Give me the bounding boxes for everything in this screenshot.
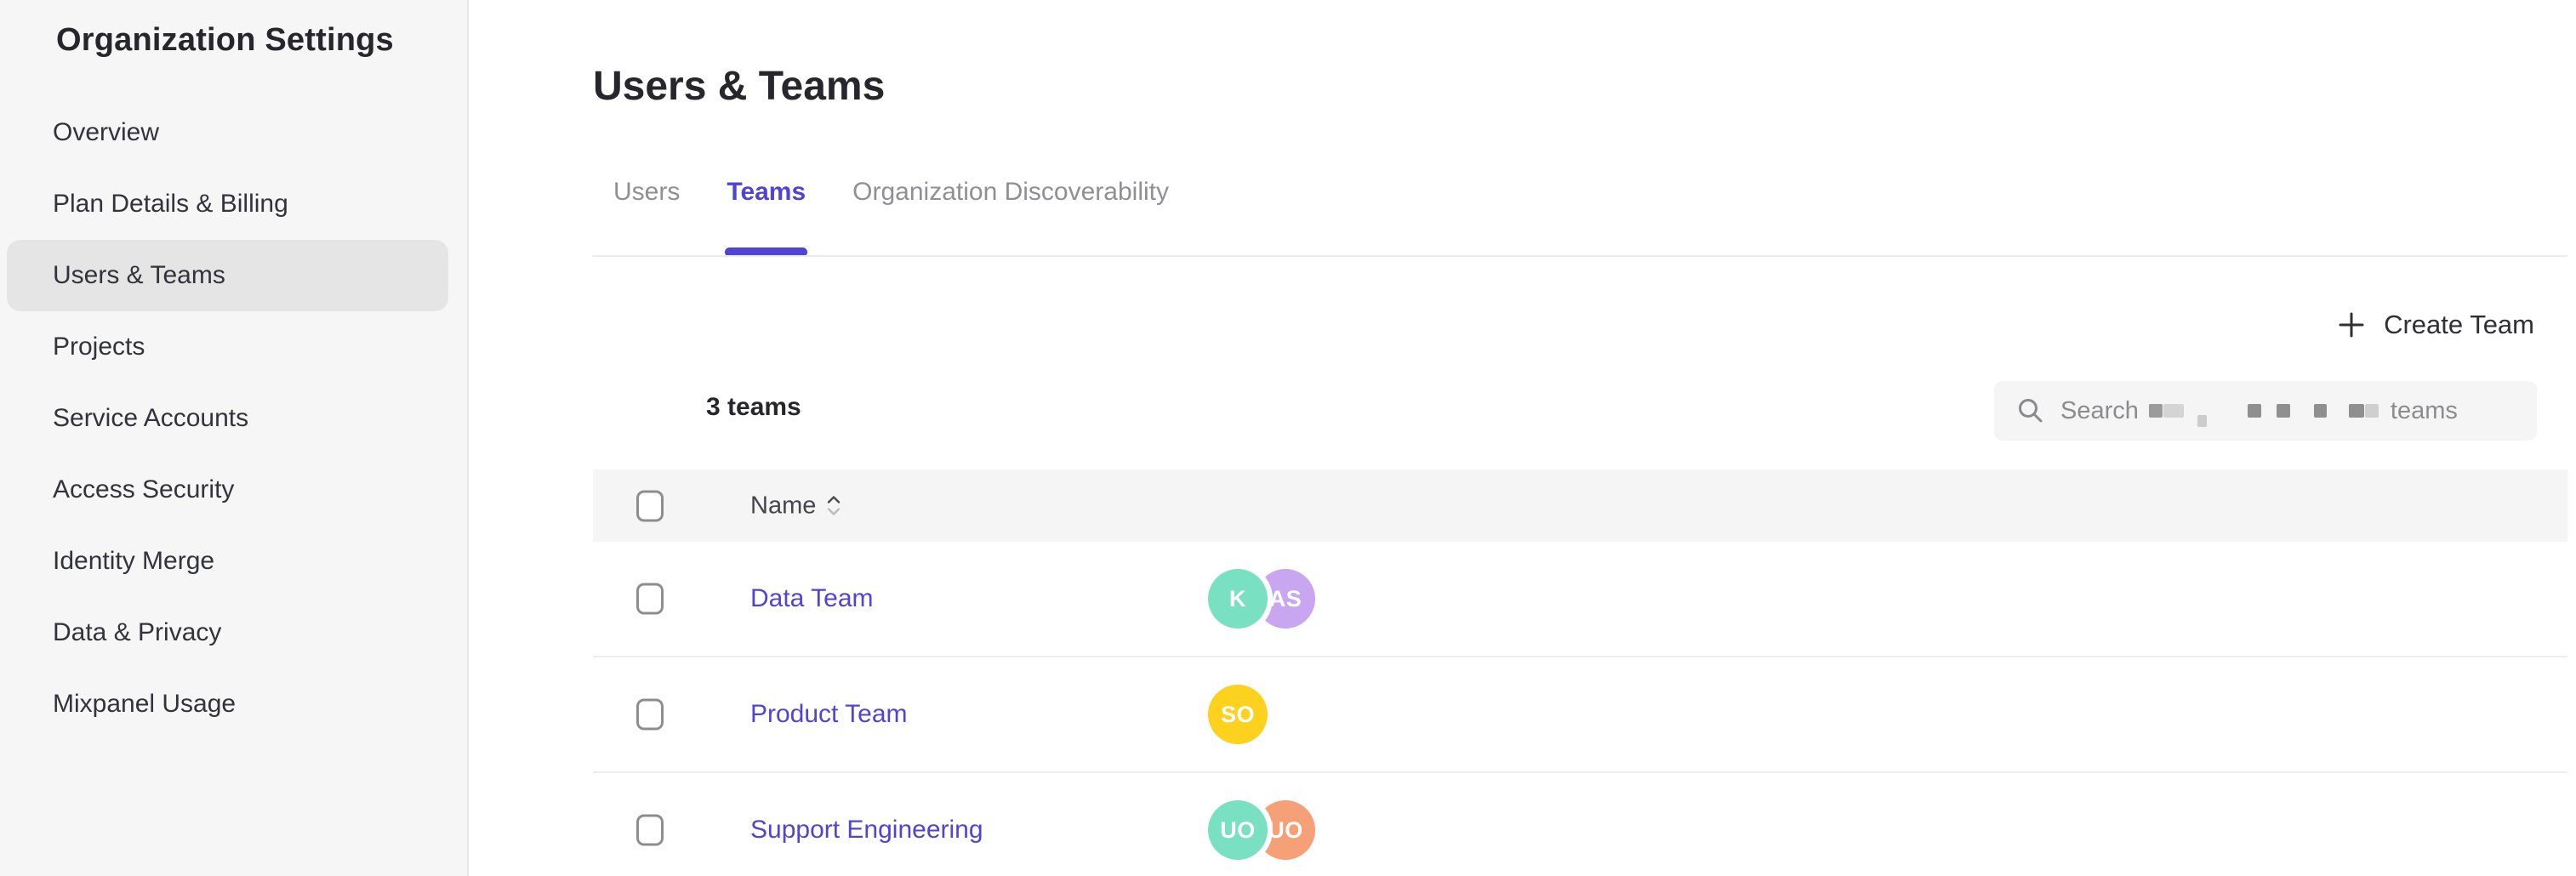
redacted-text-block — [2364, 404, 2379, 418]
tab-teams[interactable]: Teams — [725, 173, 808, 257]
sidebar-item-identity-merge[interactable]: Identity Merge — [7, 526, 448, 597]
settings-sidebar: Organization Settings Overview Plan Detai… — [0, 0, 469, 876]
team-name-link[interactable]: Data Team — [750, 584, 874, 612]
team-row-product-team: Product Team SO — [593, 657, 2567, 773]
sidebar-item-data-privacy[interactable]: Data & Privacy — [7, 597, 448, 668]
name-column-label: Name — [750, 492, 817, 519]
team-name-link[interactable]: Support Engineering — [750, 816, 983, 844]
sidebar-item-label: Projects — [53, 333, 145, 361]
sidebar-title: Organization Settings — [56, 22, 394, 58]
select-all-checkbox[interactable] — [636, 490, 664, 521]
sidebar-item-projects[interactable]: Projects — [7, 311, 448, 383]
redacted-text-block — [2348, 404, 2364, 418]
sidebar-item-label: Mixpanel Usage — [53, 690, 237, 718]
tab-organization-discoverability[interactable]: Organization Discoverability — [852, 173, 1169, 257]
sidebar-nav-list: Overview Plan Details & Billing Users & Te… — [0, 97, 467, 740]
tab-users[interactable]: Users — [613, 173, 680, 257]
row-checkbox[interactable] — [636, 698, 664, 731]
sidebar-item-access-security[interactable]: Access Security — [7, 454, 448, 526]
sort-icon[interactable] — [826, 496, 841, 516]
sidebar-item-plan-details-billing[interactable]: Plan Details & Billing — [7, 168, 448, 240]
active-tab-underline — [725, 247, 808, 257]
member-avatar[interactable]: UO — [1208, 800, 1268, 860]
teams-table-body: Data Team K AS Product Team SO Support Engine… — [593, 542, 2567, 876]
page-title: Users & Teams — [593, 64, 886, 110]
sidebar-item-users-teams[interactable]: Users & Teams — [7, 240, 448, 311]
tab-label: Teams — [727, 178, 806, 206]
team-search-input[interactable]: Search teams — [1994, 381, 2537, 441]
member-avatar[interactable]: UO — [1256, 800, 1315, 860]
search-icon — [2016, 396, 2045, 425]
sidebar-item-label: Overview — [53, 118, 160, 146]
teams-count: 3 teams — [706, 393, 801, 421]
sidebar-item-label: Access Security — [53, 475, 235, 503]
main-content: Users & Teams Users Teams Organization Dis… — [470, 0, 2576, 876]
create-team-button[interactable]: Create Team — [2331, 299, 2539, 350]
sidebar-item-overview[interactable]: Overview — [7, 97, 448, 168]
row-checkbox[interactable] — [636, 814, 664, 846]
sidebar-item-service-accounts[interactable]: Service Accounts — [7, 383, 448, 454]
teams-table-header: Name — [593, 469, 2567, 542]
redacted-text-block — [2163, 404, 2184, 418]
name-column-header: Name — [750, 492, 841, 520]
redacted-text-block — [2313, 404, 2327, 418]
row-checkbox[interactable] — [636, 583, 664, 615]
redacted-text-block — [2197, 415, 2207, 427]
sidebar-item-label: Identity Merge — [53, 547, 215, 575]
redacted-text-block — [2247, 404, 2261, 418]
member-avatar-stack: K AS — [1208, 569, 1315, 629]
redacted-text-block — [2276, 404, 2290, 418]
redacted-text-block — [2148, 404, 2163, 418]
sidebar-item-label: Data & Privacy — [53, 618, 222, 646]
search-placeholder-prefix: Search — [2060, 396, 2139, 424]
search-placeholder-suffix: teams — [2390, 396, 2458, 424]
team-row-support-engineering: Support Engineering UO UO — [593, 773, 2567, 876]
sidebar-item-label: Service Accounts — [53, 404, 249, 432]
tab-divider — [593, 255, 2567, 257]
sidebar-item-mixpanel-usage[interactable]: Mixpanel Usage — [7, 668, 448, 740]
member-avatar[interactable]: SO — [1208, 685, 1268, 744]
member-avatar-stack: UO UO — [1208, 800, 1315, 860]
tab-bar: Users Teams Organization Discoverability — [613, 173, 1169, 257]
sidebar-item-label: Plan Details & Billing — [53, 190, 288, 218]
team-name-link[interactable]: Product Team — [750, 700, 908, 728]
sidebar-item-label: Users & Teams — [53, 261, 225, 289]
member-avatar[interactable]: K — [1208, 569, 1268, 629]
team-row-data-team: Data Team K AS — [593, 542, 2567, 657]
plus-icon — [2336, 310, 2367, 340]
teams-table: Name Data Team K AS Product Team SO Support E… — [593, 469, 2567, 876]
member-avatar-stack: SO — [1208, 685, 1268, 744]
tab-label: Organization Discoverability — [852, 178, 1169, 206]
create-team-label: Create Team — [2384, 310, 2534, 339]
search-placeholder-redacted — [2139, 404, 2379, 427]
tab-label: Users — [613, 178, 681, 206]
